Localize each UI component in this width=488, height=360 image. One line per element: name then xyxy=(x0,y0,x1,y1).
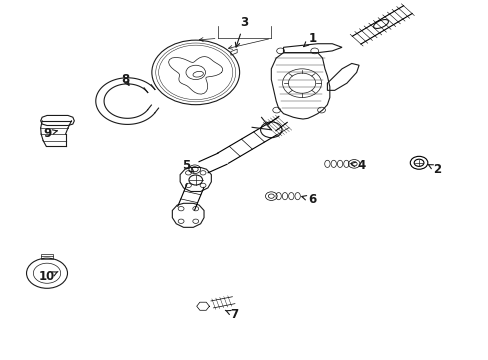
Text: 5: 5 xyxy=(182,159,193,172)
Text: 7: 7 xyxy=(225,308,238,321)
Text: 1: 1 xyxy=(303,32,316,47)
Text: 9: 9 xyxy=(43,127,57,140)
Text: 8: 8 xyxy=(121,73,129,86)
Text: 3: 3 xyxy=(235,16,248,47)
Text: 10: 10 xyxy=(39,270,58,283)
Text: 2: 2 xyxy=(427,163,440,176)
Text: 6: 6 xyxy=(301,193,316,206)
Text: 4: 4 xyxy=(350,159,365,172)
